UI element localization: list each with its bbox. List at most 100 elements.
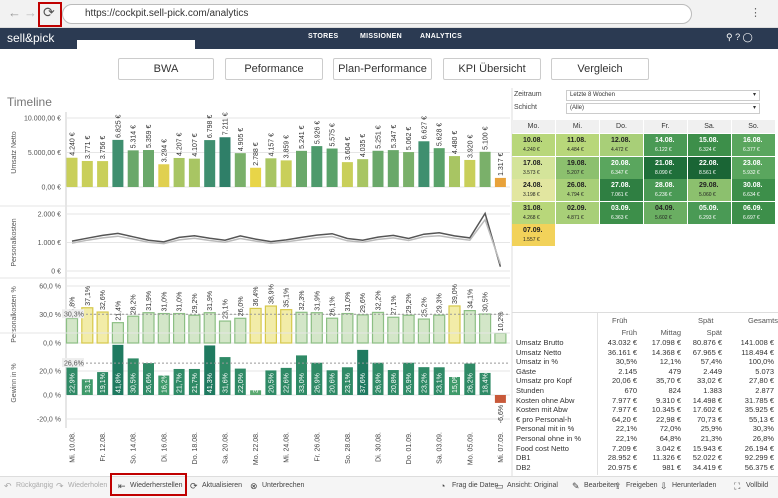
calendar-cell[interactable]: 28.08. 6.236 € [644, 179, 687, 201]
tab[interactable]: Peformance [225, 58, 323, 80]
header-icons[interactable]: ⚲ ? ◯ [726, 32, 753, 42]
calendar-header: Mi. [556, 120, 600, 133]
calendar-cell[interactable]: 26.08. 4.794 € [556, 179, 599, 201]
calendar-cell[interactable]: 21.08. 8.090 € [644, 156, 687, 179]
y-tick-label: 0,0 % [43, 341, 61, 348]
url-bar[interactable]: https://cockpit.sell-pick.com/analytics [62, 4, 692, 24]
filter-select[interactable]: (Alle) ▾ [566, 103, 760, 114]
tab[interactable]: BWA [118, 58, 214, 80]
cell-date: 20.08. [611, 159, 631, 167]
value-label: 39,0% [452, 284, 459, 304]
value-label: 5.347 € [391, 125, 398, 148]
value-label: -6,6% [498, 405, 505, 423]
calendar-cell[interactable]: 03.09. 6.363 € [600, 201, 643, 224]
y-tick-label: 30,0 % [39, 312, 61, 319]
table-cell: 64,20 € [611, 414, 637, 424]
bar [127, 315, 140, 344]
calendar-cell[interactable]: 24.08. 3.198 € [512, 179, 555, 201]
table-cell: 35.925 € [744, 405, 774, 415]
calendar-cell[interactable]: 04.09. 5.602 € [644, 201, 687, 224]
filter-select[interactable]: Letzte 8 Wochen ▾ [566, 90, 760, 101]
value-label: 31,0% [345, 292, 352, 312]
toolbar-label: Wiederherstellen [130, 482, 183, 489]
calendar-cell[interactable]: 11.08. 4.484 € [556, 134, 599, 156]
reference-label-bg [62, 309, 84, 319]
value-label: 5.241 € [299, 125, 306, 148]
calendar-header: Do. [600, 120, 644, 133]
bar [188, 368, 200, 395]
dropdown-arrow: ▾ [752, 92, 756, 98]
x-tick-label: So. 14.08. [131, 432, 138, 464]
value-label: 1.317 € [498, 152, 505, 175]
table-cell: 30,5% [615, 357, 637, 367]
table-cell: 824 [668, 386, 681, 395]
bar [173, 368, 185, 395]
calendar-cell[interactable]: 02.09. 4.871 € [556, 201, 599, 224]
menu[interactable]: ⋮ [750, 7, 761, 19]
bar [387, 370, 399, 395]
cell-value: 4.794 € [567, 192, 584, 198]
row-label: € pro Personal-h [516, 414, 572, 424]
calendar-cell[interactable]: 07.09. 1.557 € [512, 224, 555, 246]
calendar-cell[interactable]: 12.08. 4.472 € [600, 134, 643, 156]
cell-value: 6.697 € [743, 214, 760, 221]
back-button[interactable]: ← [8, 5, 21, 20]
bar [479, 372, 491, 395]
row-label: Kosten mit Abw [516, 405, 568, 415]
nav-item[interactable]: STORES [308, 33, 339, 40]
calendar-cell[interactable]: 31.08. 4.268 € [512, 201, 555, 224]
x-tick-label: Mo. 05.09. [467, 432, 474, 465]
bar [81, 160, 93, 187]
x-tick-label: Di. 30.08. [376, 432, 383, 462]
bar [449, 156, 460, 187]
calendar-cell[interactable]: 14.08. 6.122 € [644, 134, 687, 156]
table-cell: 118.494 € [741, 347, 774, 357]
value-label: 26,9% [406, 373, 413, 393]
line [71, 211, 502, 267]
table-cell: 25,9% [700, 424, 722, 434]
calendar-cell[interactable]: 19.08. 5.207 € [556, 156, 599, 179]
cell-date: 07.09. [523, 227, 543, 234]
reference-label: 30,3% [64, 312, 84, 319]
calendar-cell[interactable]: 27.08. 7.061 € [600, 179, 643, 201]
bar [357, 349, 369, 395]
toolbar-label: Aktualisieren [202, 482, 243, 489]
nav-item[interactable]: ANALYTICS [420, 33, 463, 40]
bar [372, 362, 384, 395]
value-label: 32,2% [376, 291, 383, 311]
calendar-cell[interactable]: 29.08. 5.060 € [688, 179, 731, 201]
cell-date: 03.09. [611, 204, 631, 212]
table-cell: 67.965 € [692, 347, 722, 357]
calendar-cell[interactable]: 17.08. 3.573 € [512, 156, 555, 179]
x-tick-label: Mi. 07.09. [498, 432, 505, 463]
tab[interactable]: Vergleich [551, 58, 649, 80]
row-label: Umsatz Netto [516, 347, 562, 357]
tab[interactable]: KPI Übersicht [443, 58, 541, 80]
calendar-cell[interactable]: 10.08. 4.240 € [512, 134, 555, 156]
table-cell: 10.345 € [651, 405, 681, 415]
calendar-cell[interactable]: 22.08. 8.561 € [688, 156, 731, 179]
calendar-cell[interactable]: 23.08. 5.932 € [732, 156, 775, 179]
bar [265, 370, 277, 395]
calendar-cell[interactable]: 15.08. 6.324 € [688, 134, 731, 156]
cell-value: 8.561 € [699, 169, 716, 176]
cell-date: 23.08. [743, 159, 763, 167]
forward-button[interactable]: → [24, 5, 37, 20]
calendar-cell[interactable]: 05.09. 6.293 € [688, 201, 731, 224]
group-header: Gesamts... [748, 316, 778, 325]
reload-button[interactable]: ⟳ [43, 4, 55, 20]
tab[interactable]: Plan-Performance [333, 58, 432, 80]
table-cell: 43.032 € [607, 338, 637, 347]
nav-item[interactable]: MISSIONEN [360, 33, 402, 40]
calendar-cell[interactable]: 06.09. 6.697 € [732, 201, 775, 224]
calendar-cell[interactable]: 20.08. 6.347 € [600, 156, 643, 179]
value-label: 29,2% [406, 293, 413, 313]
bar [218, 320, 232, 344]
calendar-cell[interactable]: 30.08. 6.634 € [732, 179, 775, 201]
cell-date: 24.08. [523, 182, 543, 189]
table-cell: 26,8% [752, 434, 774, 443]
calendar-cell[interactable]: 16.08. 6.377 € [732, 134, 775, 156]
bar [433, 314, 446, 344]
highlight [110, 473, 187, 496]
cell-value: 7.061 € [611, 192, 628, 198]
